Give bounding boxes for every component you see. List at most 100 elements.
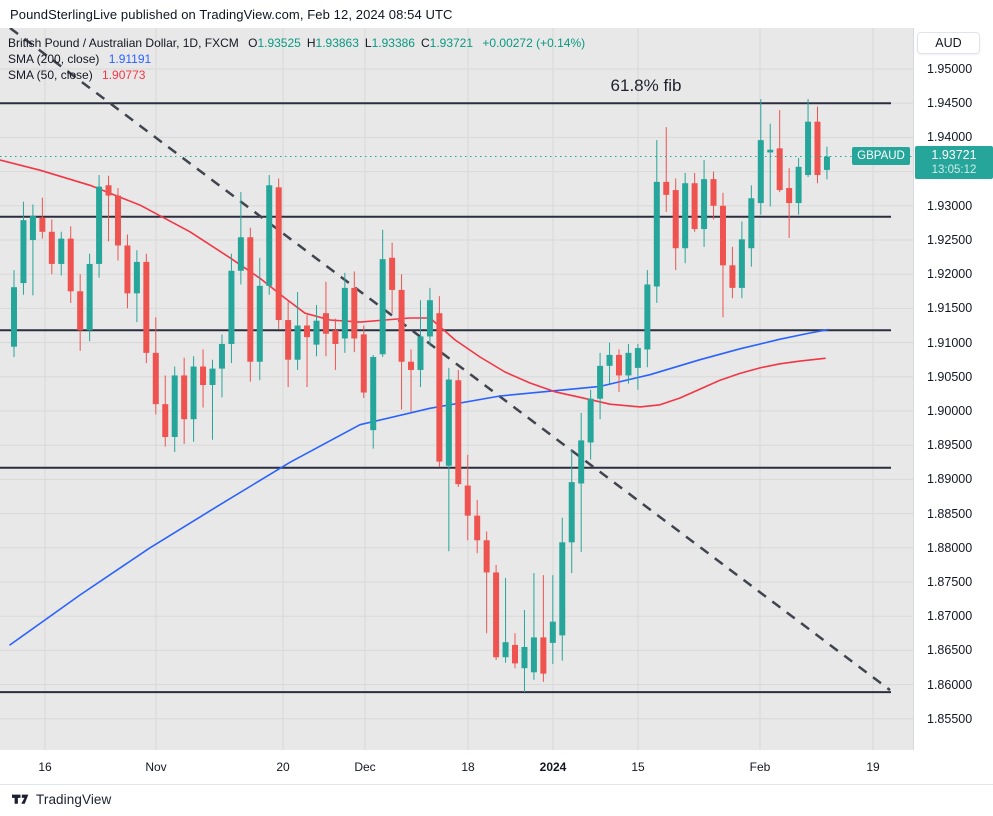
last-price-tag: 1.93721 13:05:12 bbox=[915, 145, 993, 179]
time-tick-label: 20 bbox=[276, 760, 290, 774]
sma50-value: 1.90773 bbox=[102, 68, 146, 82]
chart-plot-area[interactable]: British Pound / Australian Dollar, 1D, F… bbox=[0, 28, 913, 750]
candle-body bbox=[96, 186, 103, 264]
time-tick-label: 15 bbox=[631, 760, 645, 774]
candle-body bbox=[805, 121, 812, 176]
price-tick-label: 1.88000 bbox=[927, 540, 973, 555]
candle-body bbox=[757, 140, 764, 204]
candle-body bbox=[408, 361, 415, 370]
legend-symbol-row[interactable]: British Pound / Australian Dollar, 1D, F… bbox=[8, 35, 585, 51]
candle-body bbox=[275, 187, 282, 321]
candle-body bbox=[512, 644, 519, 664]
candle-body bbox=[672, 190, 679, 249]
legend-ohlc-item: C1.93721 bbox=[420, 36, 474, 50]
candle-body bbox=[247, 237, 254, 362]
candle-body bbox=[143, 261, 150, 353]
price-axis[interactable]: AUD 1.950001.945001.940001.935001.930001… bbox=[913, 28, 993, 785]
candle-body bbox=[304, 325, 311, 338]
candle-body bbox=[738, 239, 745, 288]
candle-body bbox=[483, 540, 490, 573]
candle-body bbox=[152, 352, 159, 405]
price-tick-label: 1.87000 bbox=[927, 609, 973, 624]
candle-body bbox=[29, 216, 36, 240]
candle-body bbox=[776, 148, 783, 191]
time-tick-label: Dec bbox=[354, 760, 376, 774]
candle-body bbox=[644, 284, 651, 350]
candle-body bbox=[464, 485, 471, 516]
tradingview-brand[interactable]: TradingView bbox=[12, 792, 111, 807]
currency-aud-button[interactable]: AUD bbox=[917, 32, 980, 54]
price-tick-label: 1.95000 bbox=[927, 62, 973, 76]
sma-50-line[interactable] bbox=[0, 159, 826, 408]
candle-body bbox=[587, 398, 594, 443]
candle-body bbox=[634, 348, 641, 368]
candle-body bbox=[20, 220, 27, 284]
candle-body bbox=[493, 572, 500, 658]
candle-body bbox=[228, 270, 235, 344]
header-bar: PoundSterlingLive published on TradingVi… bbox=[0, 0, 993, 28]
candle-body bbox=[86, 263, 93, 331]
candle-body bbox=[124, 245, 131, 294]
chart-legend[interactable]: British Pound / Australian Dollar, 1D, F… bbox=[8, 35, 585, 83]
candle-body bbox=[389, 257, 396, 290]
candle-body bbox=[540, 637, 547, 674]
candle-body bbox=[48, 231, 55, 264]
price-tick-label: 1.89000 bbox=[927, 472, 973, 487]
support-resistance-lines[interactable] bbox=[0, 102, 891, 694]
legend-ohlc-item: H1.93863 bbox=[306, 36, 359, 50]
sma-200-line[interactable] bbox=[9, 328, 829, 646]
legend-ohlc: O1.93525 H1.93863 L1.93386 C1.93721 bbox=[242, 36, 473, 50]
candle-body bbox=[530, 637, 537, 673]
price-tick-label: 1.88500 bbox=[927, 506, 973, 521]
candle-body bbox=[351, 287, 358, 339]
candle-body bbox=[256, 285, 263, 362]
legend-ohlc-item: L1.93386 bbox=[364, 36, 415, 50]
candle-body bbox=[701, 179, 708, 230]
price-tick-label: 1.85500 bbox=[927, 711, 973, 726]
price-tick-label: 1.92000 bbox=[927, 267, 973, 282]
candle-body bbox=[322, 313, 329, 334]
candle-body bbox=[767, 149, 774, 153]
legend-sma50-row[interactable]: SMA (50, close) 1.90773 bbox=[8, 67, 585, 83]
price-tick-label: 1.91000 bbox=[927, 335, 973, 350]
candle-body bbox=[266, 185, 273, 286]
candlestick-chart[interactable] bbox=[0, 28, 913, 750]
legend-sma200-row[interactable]: SMA (200, close) 1.91191 bbox=[8, 51, 585, 67]
candle-body bbox=[181, 375, 188, 420]
candle-body bbox=[171, 375, 178, 437]
candle-body bbox=[568, 482, 575, 543]
fib-annotation[interactable]: 61.8% fib bbox=[610, 76, 682, 96]
candle-body bbox=[502, 642, 509, 658]
candle-body bbox=[332, 330, 339, 344]
time-tick-label: Feb bbox=[749, 760, 771, 774]
candle-body bbox=[436, 313, 443, 462]
price-tick-label: 1.93000 bbox=[927, 198, 973, 213]
candlestick-series[interactable] bbox=[11, 99, 830, 693]
candle-body bbox=[823, 156, 830, 170]
candle-body bbox=[162, 404, 169, 437]
candle-body bbox=[398, 289, 405, 362]
legend-change: +0.00272 (+0.14%) bbox=[482, 36, 586, 50]
price-tick-label: 1.91500 bbox=[927, 301, 973, 316]
candle-body bbox=[218, 343, 225, 369]
candle-body bbox=[67, 238, 74, 292]
candle-body bbox=[417, 336, 424, 370]
last-price-value: 1.93721 bbox=[931, 147, 977, 162]
candle-body bbox=[360, 334, 367, 393]
candle-body bbox=[559, 542, 566, 636]
time-axis[interactable]: 16 Nov 20 Dec 18 2024 15 Feb 19 bbox=[0, 750, 993, 785]
price-tick-label: 1.90000 bbox=[927, 404, 973, 418]
candle-body bbox=[426, 300, 433, 337]
descending-trendline[interactable] bbox=[9, 28, 891, 692]
publication-title: PoundSterlingLive published on TradingVi… bbox=[10, 7, 453, 22]
sma200-label: SMA (200, close) bbox=[8, 52, 100, 66]
candle-body bbox=[474, 515, 481, 541]
candle-body bbox=[748, 198, 755, 249]
candle-body bbox=[379, 259, 386, 355]
candle-body bbox=[653, 181, 660, 287]
time-tick-label: 19 bbox=[866, 760, 880, 774]
candle-body bbox=[11, 287, 17, 347]
candle-body bbox=[663, 181, 670, 195]
candle-body bbox=[133, 261, 140, 294]
candle-body bbox=[691, 183, 698, 230]
